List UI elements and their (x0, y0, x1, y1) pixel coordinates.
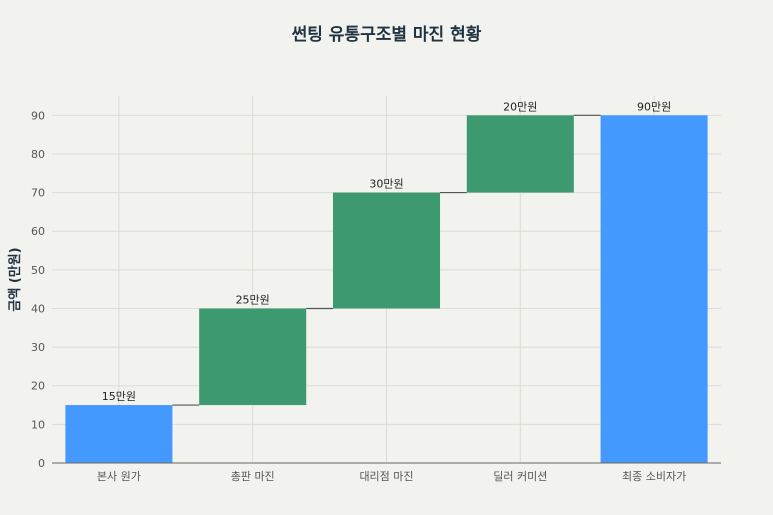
margin-bar (332, 192, 441, 309)
total-bar (600, 115, 708, 463)
data-label: 25만원 (236, 293, 270, 306)
y-tick-label: 10 (31, 418, 45, 431)
x-tick-label: 대리점 마진 (359, 470, 413, 483)
y-tick-label: 90 (31, 109, 45, 122)
y-tick-label: 20 (31, 380, 45, 393)
y-tick-label: 70 (31, 187, 45, 200)
y-tick-label: 30 (31, 341, 45, 354)
chart-title: 썬팅 유통구조별 마진 현황 (291, 25, 482, 45)
data-label: 90만원 (637, 100, 671, 113)
y-tick-label: 0 (38, 457, 45, 470)
data-label: 20만원 (503, 100, 537, 113)
x-tick-label: 총판 마진 (231, 470, 275, 483)
y-tick-label: 60 (31, 225, 45, 238)
margin-bar (466, 115, 574, 193)
y-tick-label: 40 (31, 302, 45, 315)
data-label: 30만원 (369, 178, 403, 191)
y-tick-label: 80 (31, 148, 45, 161)
x-tick-label: 본사 원가 (97, 470, 141, 483)
total-bar (65, 405, 173, 463)
margin-bar (199, 308, 307, 406)
y-axis-title: 금액 (만원) (7, 247, 23, 311)
y-tick-label: 50 (31, 264, 45, 277)
x-tick-label: 최종 소비자가 (622, 470, 686, 483)
x-tick-label: 딜러 커미션 (493, 470, 547, 483)
data-label: 15만원 (102, 390, 136, 403)
